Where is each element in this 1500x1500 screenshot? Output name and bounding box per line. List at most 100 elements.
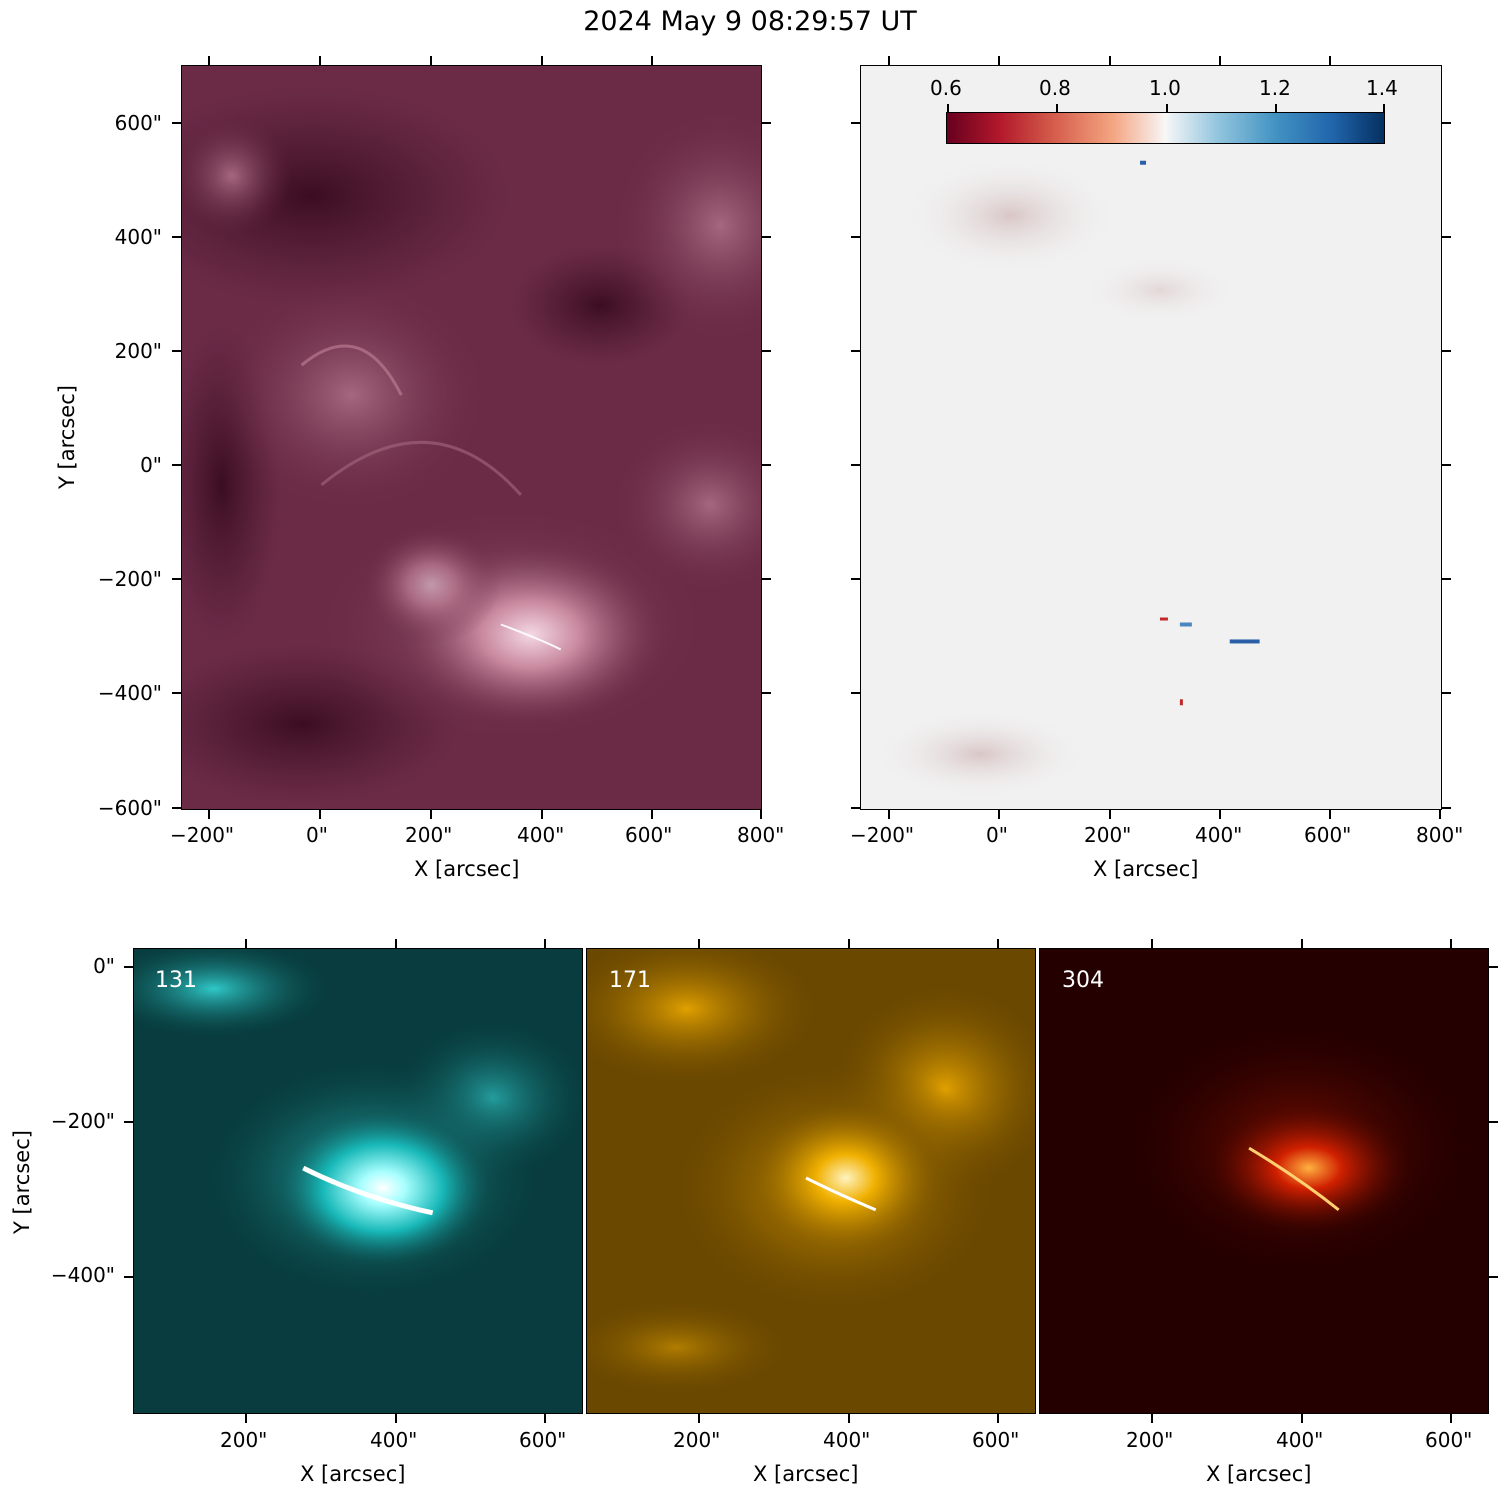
- colorbar-tick-0.6: 0.6: [930, 76, 962, 100]
- b-ytick-mark-right: [1489, 966, 1498, 968]
- b304-xtick-mark-top: [1151, 939, 1153, 948]
- b-ytick-mark: [124, 1276, 133, 1278]
- colorbar-tick-mark: [947, 104, 949, 112]
- tr-xtick-mark-top: [1329, 56, 1331, 65]
- tr-ytick-mark: [851, 692, 860, 694]
- tr-xtick-200: 200": [1084, 823, 1132, 847]
- tr-xtick-mark: [1219, 810, 1221, 819]
- colorbar-tick-1.4: 1.4: [1366, 76, 1398, 100]
- tl-xtick-800: 800": [737, 823, 785, 847]
- tl-ytick-m400: −400": [97, 681, 162, 705]
- colorbar-tick-mark: [1383, 104, 1385, 112]
- tr-ytick-mark: [851, 236, 860, 238]
- tl-ytick-mark-right: [762, 464, 771, 466]
- tr-xtick-mark-top: [888, 56, 890, 65]
- ratio-map-panel: [860, 65, 1442, 810]
- b-ytick-m400: −400": [50, 1263, 115, 1287]
- tl-xtick-mark-top: [208, 56, 210, 65]
- tr-xtick-600: 600": [1304, 823, 1352, 847]
- tr-ytick-mark-right: [1442, 236, 1451, 238]
- tl-xtick-mark: [208, 810, 210, 819]
- tr-ytick-mark: [851, 464, 860, 466]
- tl-xtick-600: 600": [625, 823, 673, 847]
- tl-ytick-mark-right: [762, 236, 771, 238]
- tr-ytick-mark-right: [1442, 578, 1451, 580]
- b171-xtick-mark: [698, 1414, 700, 1423]
- aia-304-solar-image: [1040, 949, 1488, 1413]
- tr-ytick-mark-right: [1442, 122, 1451, 124]
- tl-ytick-600: 600": [114, 111, 162, 135]
- tr-ytick-mark-right: [1442, 464, 1451, 466]
- b-y-axis-label: Y [arcsec]: [10, 1130, 34, 1234]
- tl-xtick-mark-top: [430, 56, 432, 65]
- b131-xtick-mark-top: [395, 939, 397, 948]
- b304-xtick-mark: [1151, 1414, 1153, 1423]
- tl-xtick-mark: [541, 810, 543, 819]
- tl-ytick-400: 400": [114, 225, 162, 249]
- b171-xtick-400: 400": [823, 1428, 871, 1452]
- figure-title: 2024 May 9 08:29:57 UT: [583, 6, 917, 37]
- tr-xtick-mark: [1329, 810, 1331, 819]
- tl-ytick-mark-right: [762, 692, 771, 694]
- tl-ytick-mark-right: [762, 122, 771, 124]
- tr-xtick-mark-top: [998, 56, 1000, 65]
- tl-xtick-400: 400": [517, 823, 565, 847]
- tr-ytick-mark: [851, 807, 860, 809]
- tr-ytick-mark-right: [1442, 807, 1451, 809]
- tr-ytick-mark-right: [1442, 692, 1451, 694]
- ratio-colorbar: [946, 112, 1385, 144]
- b131-xtick-200: 200": [220, 1428, 268, 1452]
- b304-x-axis-label: X [arcsec]: [1206, 1462, 1312, 1486]
- tr-xtick-m200: −200": [850, 823, 915, 847]
- tl-ytick-mark: [172, 236, 181, 238]
- tl-xtick-mark-top: [541, 56, 543, 65]
- tl-ytick-200: 200": [114, 339, 162, 363]
- tr-xtick-mark: [1109, 810, 1111, 819]
- b131-xtick-mark-top: [544, 939, 546, 948]
- b171-xtick-600: 600": [972, 1428, 1020, 1452]
- b304-xtick-mark-top: [1450, 939, 1452, 948]
- tr-xtick-mark-top: [1109, 56, 1111, 65]
- b131-xtick-600: 600": [519, 1428, 567, 1452]
- b171-xtick-200: 200": [673, 1428, 721, 1452]
- aia-171-image-panel: [586, 948, 1036, 1414]
- tl-x-axis-label: X [arcsec]: [414, 857, 520, 881]
- b171-xtick-mark-top: [997, 939, 999, 948]
- tl-xtick-mark-top: [651, 56, 653, 65]
- b304-xtick-200: 200": [1126, 1428, 1174, 1452]
- tr-xtick-mark: [998, 810, 1000, 819]
- tr-xtick-mark: [1439, 810, 1441, 819]
- b-ytick-mark: [124, 966, 133, 968]
- tl-xtick-mark: [319, 810, 321, 819]
- b304-xtick-600: 600": [1425, 1428, 1473, 1452]
- tl-xtick-mark: [760, 810, 762, 819]
- aia-131-wavelength-label: 131: [155, 968, 197, 993]
- tl-xtick-mark-top: [319, 56, 321, 65]
- aia-304-wavelength-label: 304: [1062, 968, 1104, 993]
- tl-y-axis-label: Y [arcsec]: [55, 385, 79, 489]
- aia-131-solar-image: [134, 949, 582, 1413]
- tl-xtick-200: 200": [405, 823, 453, 847]
- tl-ytick-0: 0": [140, 453, 162, 477]
- tl-xtick-0: 0": [306, 823, 328, 847]
- b171-xtick-mark: [997, 1414, 999, 1423]
- b131-xtick-mark: [245, 1414, 247, 1423]
- tl-ytick-mark-right: [762, 578, 771, 580]
- colorbar-tick-1.2: 1.2: [1259, 76, 1291, 100]
- tr-ytick-mark: [851, 122, 860, 124]
- aia-211-solar-image: [182, 66, 761, 809]
- aia-304-image-panel: [1039, 948, 1489, 1414]
- b-ytick-mark: [124, 1121, 133, 1123]
- tr-xtick-800: 800": [1416, 823, 1464, 847]
- colorbar-tick-mark: [1275, 104, 1277, 112]
- b304-xtick-mark-top: [1301, 939, 1303, 948]
- b304-xtick-mark: [1450, 1414, 1452, 1423]
- b171-x-axis-label: X [arcsec]: [753, 1462, 859, 1486]
- tl-ytick-m200: −200": [97, 567, 162, 591]
- b171-xtick-mark-top: [848, 939, 850, 948]
- tl-xtick-m200: −200": [170, 823, 235, 847]
- b-ytick-mark-right: [1489, 1121, 1498, 1123]
- b171-xtick-mark-top: [698, 939, 700, 948]
- tl-xtick-mark: [430, 810, 432, 819]
- b304-xtick-400: 400": [1276, 1428, 1324, 1452]
